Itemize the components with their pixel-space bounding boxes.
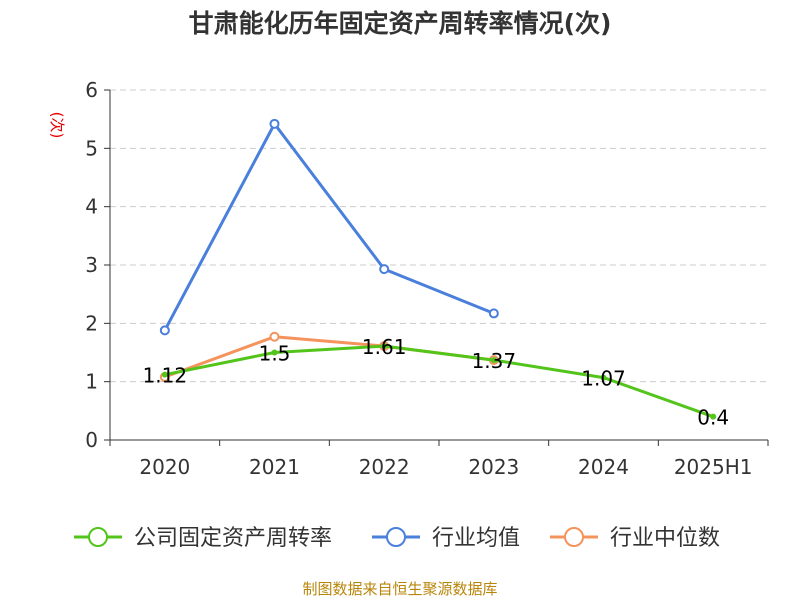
data-point bbox=[379, 264, 390, 275]
series-line bbox=[163, 122, 495, 332]
data-point bbox=[159, 325, 170, 336]
legend-label: 公司固定资产周转率 bbox=[134, 526, 332, 551]
y-axis-label: (次) bbox=[48, 112, 66, 139]
source-note: 制图数据来自恒生聚源数据库 bbox=[302, 580, 498, 598]
x-tick-label: 2023 bbox=[468, 455, 519, 479]
data-label: 1.37 bbox=[472, 349, 517, 373]
data-point bbox=[269, 118, 280, 129]
data-labels: 1.12 1.5 1.61 1.37 1.07 0.4 bbox=[143, 335, 730, 430]
x-tick-label: 2022 bbox=[359, 455, 410, 479]
legend-label: 行业中位数 bbox=[610, 526, 720, 551]
legend[interactable]: 公司固定资产周转率 行业均值 行业中位数 bbox=[74, 526, 720, 551]
y-tick-label: 6 bbox=[85, 78, 98, 102]
data-point bbox=[271, 349, 278, 356]
x-tick-label: 2024 bbox=[578, 455, 629, 479]
y-tick-label: 0 bbox=[85, 428, 98, 452]
data-point bbox=[600, 374, 607, 381]
grid-lines bbox=[110, 89, 768, 383]
x-tick-label: 2020 bbox=[139, 455, 190, 479]
series-line bbox=[164, 335, 495, 379]
data-point bbox=[381, 343, 388, 350]
series-lines bbox=[159, 118, 717, 420]
data-label: 1.5 bbox=[259, 342, 291, 366]
data-point bbox=[269, 331, 280, 342]
y-tick-label: 4 bbox=[85, 195, 98, 219]
legend-item[interactable]: 行业中位数 bbox=[550, 526, 720, 551]
data-label: 1.07 bbox=[581, 367, 626, 391]
data-label: 1.61 bbox=[362, 335, 407, 359]
data-point bbox=[488, 308, 499, 319]
data-point bbox=[710, 413, 717, 420]
data-point bbox=[161, 371, 168, 378]
data-label: 1.12 bbox=[143, 364, 188, 388]
axes: 0 1 2 3 4 5 6 2020 2021 2022 2023 2024 2025H1 (次) bbox=[48, 78, 769, 479]
series-line bbox=[164, 344, 714, 419]
y-tick-label: 5 bbox=[85, 136, 98, 160]
chart-title: 甘肃能化历年固定资产周转率情况(次) bbox=[188, 9, 612, 38]
legend-marker bbox=[88, 527, 108, 547]
x-tick-label: 2025H1 bbox=[674, 455, 753, 479]
legend-label: 行业均值 bbox=[432, 526, 520, 551]
data-label: 0.4 bbox=[697, 406, 729, 430]
x-tick-label: 2021 bbox=[249, 455, 300, 479]
data-point bbox=[490, 357, 497, 364]
legend-item[interactable]: 公司固定资产周转率 bbox=[74, 526, 332, 551]
y-tick-label: 1 bbox=[85, 370, 98, 394]
legend-marker bbox=[386, 527, 406, 547]
legend-item[interactable]: 行业均值 bbox=[372, 526, 520, 551]
y-tick-label: 3 bbox=[85, 253, 98, 277]
y-tick-label: 2 bbox=[85, 311, 98, 335]
legend-marker bbox=[564, 527, 584, 547]
